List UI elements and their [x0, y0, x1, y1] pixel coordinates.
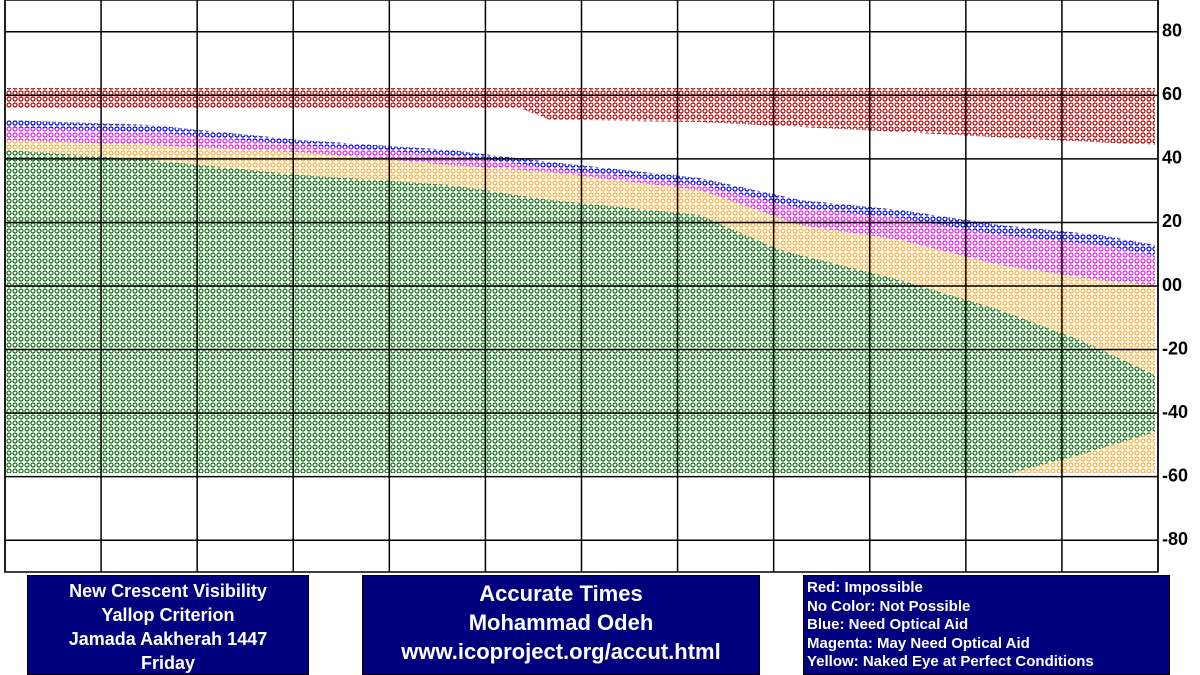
- box-line: Magenta: May Need Optical Aid: [807, 634, 1030, 652]
- box-line: Yellow: Naked Eye at Perfect Conditions: [807, 653, 1094, 670]
- legend-box: Red: Impossible No Color: Not Possible Blu…: [803, 575, 1170, 675]
- visibility-map: 80 60 40 20 00 -20 -40 -60 -80: [4, 0, 1188, 573]
- y-tick-label: 40: [1162, 148, 1182, 168]
- title-box: New Crescent Visibility Yallop Criterion J…: [27, 575, 309, 675]
- y-tick-label: 20: [1162, 211, 1182, 231]
- box-line: www.icoproject.org/accut.html: [401, 639, 721, 664]
- zones: [5, 88, 1155, 473]
- y-tick-label: 80: [1162, 21, 1182, 41]
- credit-box: Accurate Times Mohammad Odeh www.icoprojec…: [362, 575, 760, 675]
- box-line: Yallop Criterion: [101, 605, 235, 625]
- y-tick-label: -20: [1162, 338, 1188, 358]
- grid: [4, 0, 1159, 572]
- box-line: Friday: [140, 653, 196, 673]
- y-tick-label: -60: [1162, 465, 1188, 485]
- box-line: Accurate Times: [479, 581, 643, 606]
- box-line: Mohammad Odeh: [468, 610, 654, 635]
- y-tick-label: -40: [1162, 402, 1188, 422]
- box-line: Blue: Need Optical Aid: [807, 616, 969, 633]
- y-tick-label: 00: [1162, 275, 1182, 295]
- y-tick-label: -80: [1162, 529, 1188, 549]
- zone-yellow-south: [1010, 432, 1155, 473]
- y-tick-label: 60: [1162, 84, 1182, 104]
- box-line: Red: Impossible: [807, 579, 923, 596]
- box-line: New Crescent Visibility: [69, 581, 267, 601]
- box-line: No Color: Not Possible: [807, 597, 971, 615]
- box-line: Jamada Aakherah 1447: [68, 629, 268, 649]
